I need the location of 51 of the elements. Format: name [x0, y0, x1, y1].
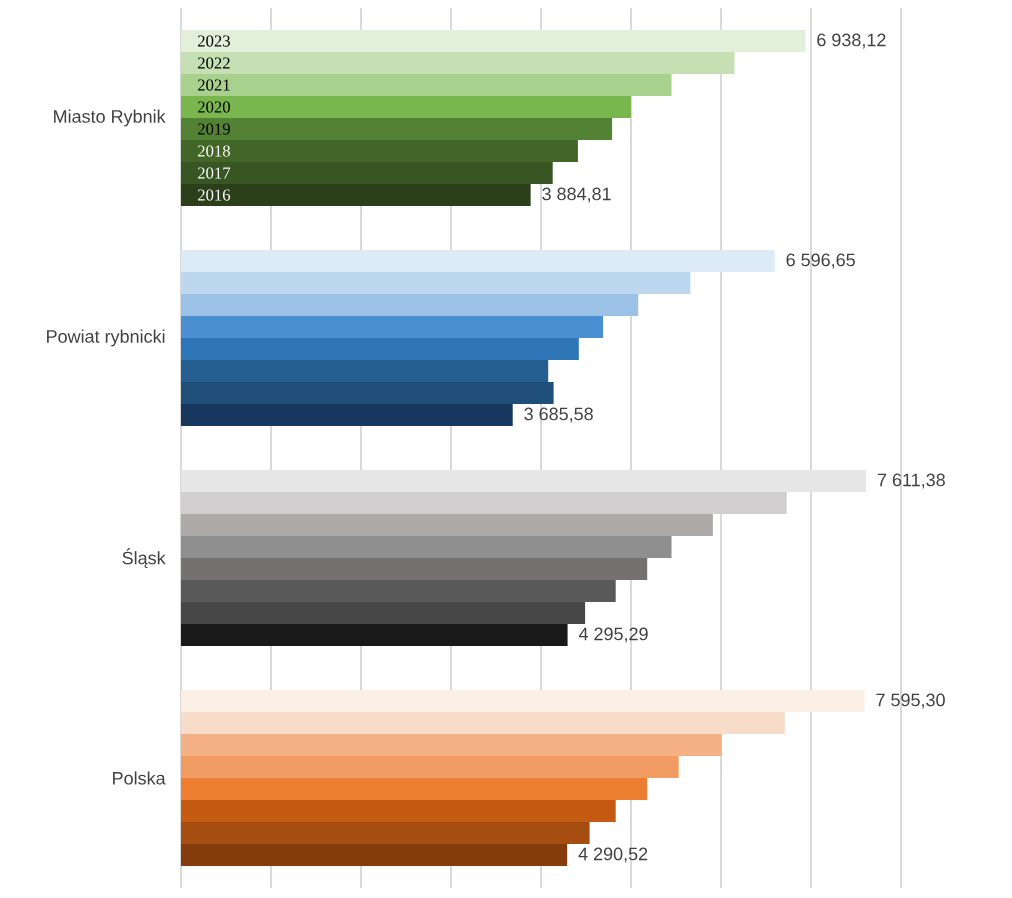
series-label: 2020 — [198, 101, 230, 113]
bar — [181, 118, 613, 140]
y-tick-label: Powiat rybnicki — [47, 329, 165, 347]
bar — [181, 712, 785, 735]
bar — [181, 800, 616, 823]
bar — [181, 690, 865, 713]
bar — [181, 536, 672, 558]
series-label: 2023 — [198, 35, 230, 47]
bar — [181, 778, 648, 801]
bar — [181, 272, 691, 294]
y-tick-label: Miasto Rybnik — [54, 109, 166, 127]
bar — [181, 96, 631, 118]
bar — [181, 756, 679, 779]
series-label: 2019 — [198, 123, 230, 135]
series-label: 2022 — [198, 57, 230, 69]
bar — [181, 514, 713, 537]
bar — [181, 316, 604, 338]
series-label: 2017 — [198, 167, 231, 179]
bar — [181, 250, 775, 272]
bar — [181, 558, 648, 581]
data-label: 6 938,12 — [817, 33, 886, 49]
data-label: 7 611,38 — [877, 473, 945, 489]
bar — [181, 624, 568, 647]
series-label: 2018 — [198, 145, 230, 157]
bar — [181, 338, 579, 360]
y-tick-label: Śląsk — [122, 548, 166, 568]
data-label: 4 295,29 — [578, 627, 648, 643]
bar — [181, 602, 586, 625]
bar — [181, 140, 578, 162]
y-tick-label: Polska — [113, 771, 166, 785]
bar — [181, 184, 531, 206]
bar — [181, 734, 722, 757]
data-label: 3 685,58 — [524, 407, 593, 423]
data-label: 6 596,65 — [786, 253, 855, 269]
bar — [181, 382, 554, 404]
bar — [181, 822, 590, 845]
series-label: 2021 — [198, 79, 230, 91]
bar — [181, 580, 616, 603]
bar — [181, 404, 513, 427]
bar — [181, 294, 639, 316]
bar — [181, 162, 553, 184]
bar — [181, 844, 568, 867]
data-label: 7 595,30 — [876, 693, 945, 709]
bar — [181, 74, 672, 96]
bar — [181, 30, 806, 52]
series-label: 2016 — [198, 189, 231, 201]
bar — [181, 470, 867, 493]
data-label: 3 884,81 — [542, 187, 611, 203]
bar — [181, 52, 735, 74]
data-label: 4 290,52 — [578, 847, 648, 863]
bar — [181, 360, 549, 382]
